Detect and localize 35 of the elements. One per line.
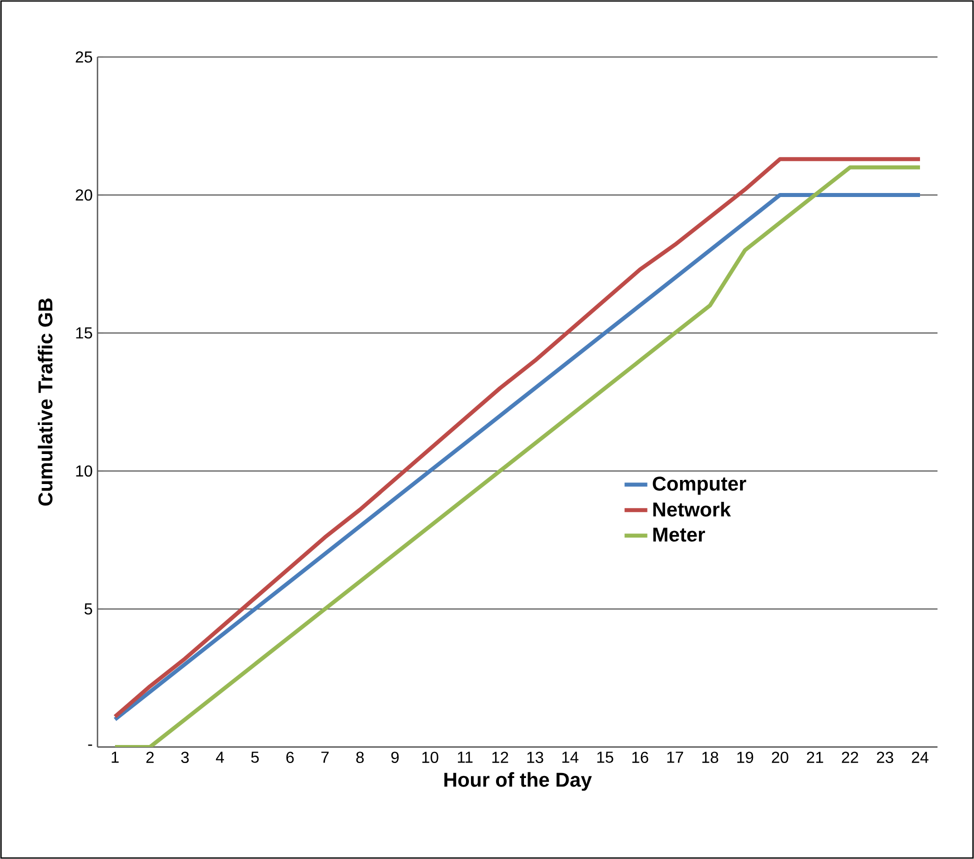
- x-tick-label: 7: [321, 752, 329, 763]
- y-axis-title: Cumulative Traffic GB: [38, 298, 53, 506]
- x-tick-label: 9: [391, 752, 399, 764]
- x-tick-label: 19: [737, 752, 754, 764]
- x-tick-label: 15: [597, 752, 614, 763]
- y-tick-label: 5: [84, 603, 92, 615]
- x-tick-label: 11: [458, 752, 473, 763]
- x-tick-label: 4: [216, 752, 224, 763]
- y-tick-label: 10: [76, 465, 92, 477]
- x-tick-label: 8: [356, 752, 364, 764]
- y-tick-label: -: [88, 744, 92, 746]
- x-tick-label: 6: [286, 752, 294, 764]
- x-tick-label: 23: [876, 752, 894, 764]
- legend-label: Network: [653, 502, 731, 517]
- x-tick-label: 16: [632, 752, 648, 764]
- x-tick-label: 3: [181, 752, 189, 764]
- y-tick-label: 25: [76, 51, 92, 63]
- x-tick-label: 13: [527, 752, 544, 764]
- y-tick-label: 20: [76, 189, 92, 201]
- x-tick-label: 21: [806, 752, 824, 763]
- x-tick-label: 14: [562, 752, 578, 763]
- x-tick-label: 18: [702, 752, 718, 764]
- y-tick-label: 15: [76, 327, 92, 339]
- x-tick-label: 17: [667, 752, 684, 763]
- x-tick-label: 5: [251, 752, 259, 763]
- legend-label: Computer: [652, 476, 746, 495]
- x-tick-label: 1: [112, 752, 119, 763]
- x-axis-title: Hour of the Day: [444, 772, 592, 791]
- x-tick-label: 10: [422, 752, 438, 764]
- x-tick-label: 2: [146, 752, 154, 763]
- x-tick-label: 12: [492, 752, 508, 763]
- x-tick-label: 24: [912, 752, 928, 763]
- x-tick-label: 22: [842, 752, 858, 763]
- x-tick-label: 20: [772, 752, 788, 764]
- legend-label: Meter: [653, 528, 706, 542]
